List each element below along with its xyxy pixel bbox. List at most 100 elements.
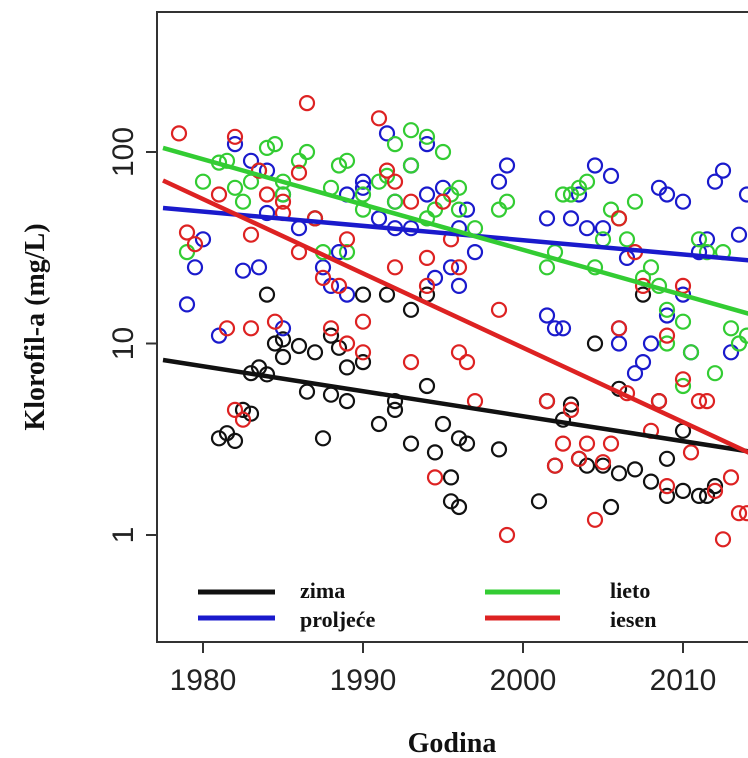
point-zima-36 — [450, 498, 468, 516]
point-proljece-57 — [674, 193, 692, 210]
point-lieto-62 — [722, 320, 740, 337]
point-iesen-21 — [330, 277, 348, 294]
point-lieto-53 — [658, 301, 676, 318]
point-proljece-39 — [538, 307, 556, 324]
point-iesen-8 — [242, 226, 260, 243]
point-iesen-35 — [434, 193, 452, 210]
point-iesen-22 — [338, 231, 356, 248]
x-tick-label-2000: 2000 — [490, 664, 557, 697]
point-lieto-29 — [418, 128, 436, 145]
point-iesen-26 — [370, 110, 388, 127]
point-proljece-27 — [418, 186, 436, 203]
point-proljece-44 — [578, 220, 596, 237]
point-iesen-34 — [426, 469, 444, 486]
point-proljece-34 — [458, 201, 476, 218]
point-proljece-18 — [338, 286, 356, 303]
point-zima-3 — [234, 401, 252, 418]
point-proljece-64 — [722, 344, 740, 361]
point-zima-43 — [562, 396, 580, 413]
point-proljece-66 — [738, 186, 748, 203]
point-iesen-11 — [258, 186, 276, 203]
point-proljece-28 — [418, 136, 436, 153]
point-proljece-60 — [690, 244, 708, 261]
point-lieto-18 — [338, 152, 356, 169]
point-zima-55 — [658, 450, 676, 467]
point-zima-19 — [338, 359, 356, 376]
point-proljece-14 — [314, 259, 332, 276]
point-proljece-6 — [242, 152, 260, 169]
point-zima-18 — [330, 339, 348, 356]
point-lieto-55 — [674, 377, 692, 395]
point-lieto-46 — [602, 201, 620, 218]
point-lieto-10 — [274, 186, 292, 203]
point-proljece-53 — [642, 335, 660, 352]
point-zima-9 — [266, 335, 284, 352]
point-lieto-43 — [578, 173, 596, 190]
point-proljece-51 — [626, 365, 644, 382]
point-zima-12 — [290, 337, 308, 355]
point-zima-2 — [226, 432, 244, 449]
point-lieto-57 — [682, 344, 700, 361]
point-iesen-28 — [386, 173, 404, 190]
point-iesen-29 — [386, 259, 404, 276]
point-zima-24 — [378, 286, 396, 303]
point-proljece-61 — [698, 231, 716, 248]
point-proljece-62 — [706, 173, 724, 190]
point-zima-21 — [354, 354, 372, 371]
point-iesen-45 — [554, 435, 572, 452]
trend-layer — [162, 145, 748, 455]
point-zima-7 — [258, 286, 276, 303]
point-iesen-39 — [458, 354, 476, 371]
y-tick-label-100: 100 — [107, 127, 140, 177]
point-lieto-9 — [266, 136, 284, 153]
point-iesen-42 — [498, 526, 516, 544]
trend-line-zima — [162, 357, 748, 454]
point-zima-14 — [306, 344, 324, 361]
point-iesen-64 — [690, 393, 708, 410]
point-lieto-36 — [490, 201, 508, 218]
point-iesen-25 — [354, 313, 372, 330]
legend-label-proljece: proljeće — [300, 607, 376, 632]
point-lieto-8 — [258, 139, 276, 156]
point-iesen-0 — [170, 125, 188, 142]
point-iesen-65 — [698, 393, 716, 410]
point-iesen-44 — [546, 457, 564, 474]
point-lieto-49 — [626, 193, 644, 210]
point-iesen-49 — [586, 511, 604, 528]
point-zima-59 — [690, 487, 708, 504]
point-proljece-4 — [226, 136, 244, 153]
point-zima-56 — [658, 487, 676, 504]
point-iesen-24 — [354, 344, 372, 361]
point-proljece-47 — [602, 167, 620, 184]
point-iesen-9 — [242, 320, 260, 337]
point-iesen-30 — [402, 193, 420, 210]
point-iesen-12 — [266, 313, 284, 330]
point-iesen-67 — [714, 531, 732, 548]
point-proljece-0 — [178, 296, 196, 313]
point-zima-11 — [274, 331, 292, 348]
point-iesen-31 — [402, 354, 420, 371]
point-lieto-1 — [194, 173, 212, 190]
point-zima-15 — [314, 430, 332, 447]
point-zima-35 — [450, 430, 468, 447]
point-zima-31 — [426, 444, 444, 461]
point-iesen-52 — [610, 320, 628, 337]
point-iesen-20 — [322, 320, 340, 337]
point-zima-17 — [322, 386, 340, 403]
point-lieto-60 — [706, 365, 724, 382]
point-iesen-19 — [314, 269, 332, 286]
point-iesen-63 — [682, 444, 700, 461]
point-iesen-10 — [250, 162, 268, 179]
point-iesen-70 — [738, 505, 748, 522]
point-lieto-63 — [730, 335, 748, 352]
point-lieto-19 — [338, 244, 356, 261]
point-lieto-51 — [642, 259, 660, 276]
points-layer — [170, 94, 748, 548]
point-proljece-37 — [498, 157, 516, 174]
point-iesen-61 — [674, 371, 692, 388]
point-lieto-13 — [298, 143, 316, 161]
point-zima-29 — [418, 377, 436, 395]
point-iesen-27 — [378, 162, 396, 179]
point-lieto-30 — [426, 201, 444, 218]
point-iesen-7 — [234, 411, 252, 428]
